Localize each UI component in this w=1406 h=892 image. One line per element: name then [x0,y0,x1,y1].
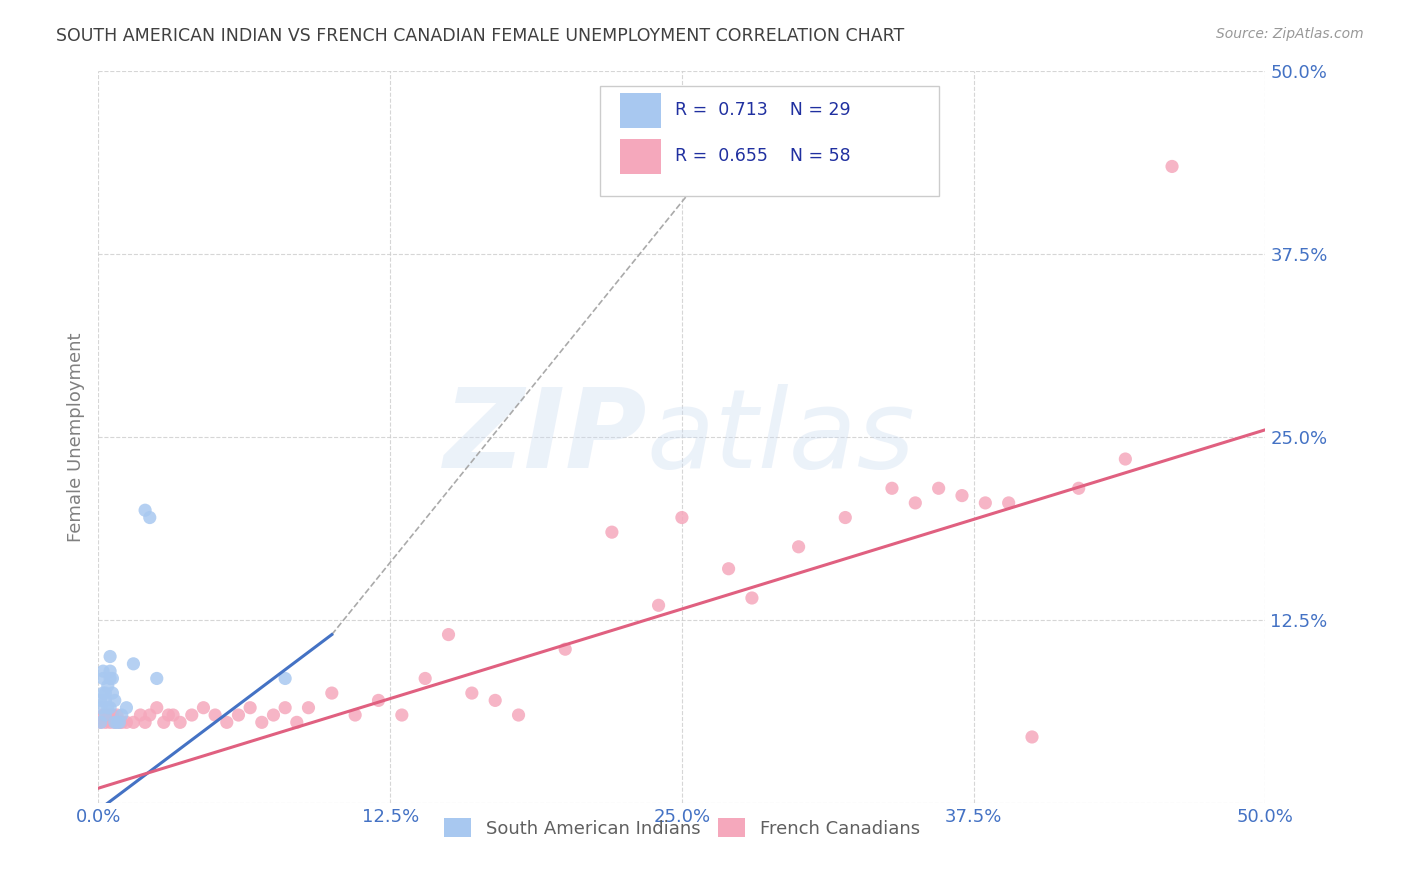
Point [122,657,145,671]
Point [297,700,319,714]
Point [262,708,284,723]
Point [134,503,156,517]
Legend: South American Indians, French Canadians: South American Indians, French Canadians [437,811,927,845]
Point [115,715,138,730]
Text: atlas: atlas [647,384,915,491]
Point [104,715,127,730]
Point [152,715,174,730]
Point [834,510,856,524]
Point [997,496,1019,510]
Point [180,708,202,723]
Point [98,715,121,730]
Point [98,664,121,678]
Point [321,686,343,700]
Point [94,715,117,730]
Point [391,708,413,723]
Point [344,708,367,723]
FancyBboxPatch shape [620,93,661,128]
Point [274,700,297,714]
Point [1114,452,1136,467]
Text: R =  0.655    N = 58: R = 0.655 N = 58 [675,147,851,165]
Point [134,715,156,730]
Point [98,700,121,714]
FancyBboxPatch shape [620,138,661,174]
Point [98,672,121,686]
Point [1021,730,1043,744]
Point [108,715,131,730]
Point [600,525,623,540]
Text: ZIP: ZIP [443,384,647,491]
Point [484,693,506,707]
Point [741,591,763,605]
Point [108,715,131,730]
Point [97,708,120,723]
Point [228,708,250,723]
Point [274,672,297,686]
Point [97,700,120,714]
Point [974,496,997,510]
Text: SOUTH AMERICAN INDIAN VS FRENCH CANADIAN FEMALE UNEMPLOYMENT CORRELATION CHART: SOUTH AMERICAN INDIAN VS FRENCH CANADIAN… [56,27,904,45]
Point [508,708,530,723]
Point [367,693,389,707]
Point [1067,481,1090,495]
Text: R =  0.713    N = 29: R = 0.713 N = 29 [675,101,851,120]
Point [94,708,117,723]
Point [111,708,134,723]
Point [91,672,114,686]
Point [129,708,152,723]
Point [461,686,484,700]
Point [146,672,169,686]
FancyBboxPatch shape [600,86,939,195]
Point [671,510,693,524]
Point [204,708,226,723]
Point [104,693,127,707]
Point [91,686,114,700]
Point [139,510,162,524]
Point [111,715,134,730]
Point [105,715,128,730]
Y-axis label: Female Unemployment: Female Unemployment [66,333,84,541]
Point [97,679,120,693]
Point [139,708,162,723]
Point [94,693,117,707]
Point [413,672,436,686]
Point [880,481,903,495]
Point [101,672,124,686]
Point [146,700,169,714]
Point [101,708,124,723]
Point [162,708,184,723]
Point [717,562,740,576]
Point [250,715,273,730]
Point [741,108,763,122]
Point [105,708,128,723]
Point [101,686,124,700]
Point [950,489,973,503]
Point [215,715,238,730]
Point [115,700,138,714]
Point [91,664,114,678]
Point [104,715,127,730]
Point [94,686,117,700]
Point [904,496,927,510]
Point [928,481,950,495]
Point [285,715,308,730]
Point [90,693,112,707]
Point [193,700,215,714]
Point [90,715,112,730]
Point [239,700,262,714]
Point [1161,160,1184,174]
Point [647,599,669,613]
Point [91,708,114,723]
Point [90,715,112,730]
Point [437,627,460,641]
Point [90,700,112,714]
Point [98,649,121,664]
Point [157,708,180,723]
Point [787,540,810,554]
Point [169,715,191,730]
Text: Source: ZipAtlas.com: Source: ZipAtlas.com [1216,27,1364,41]
Point [122,715,145,730]
Point [554,642,576,657]
